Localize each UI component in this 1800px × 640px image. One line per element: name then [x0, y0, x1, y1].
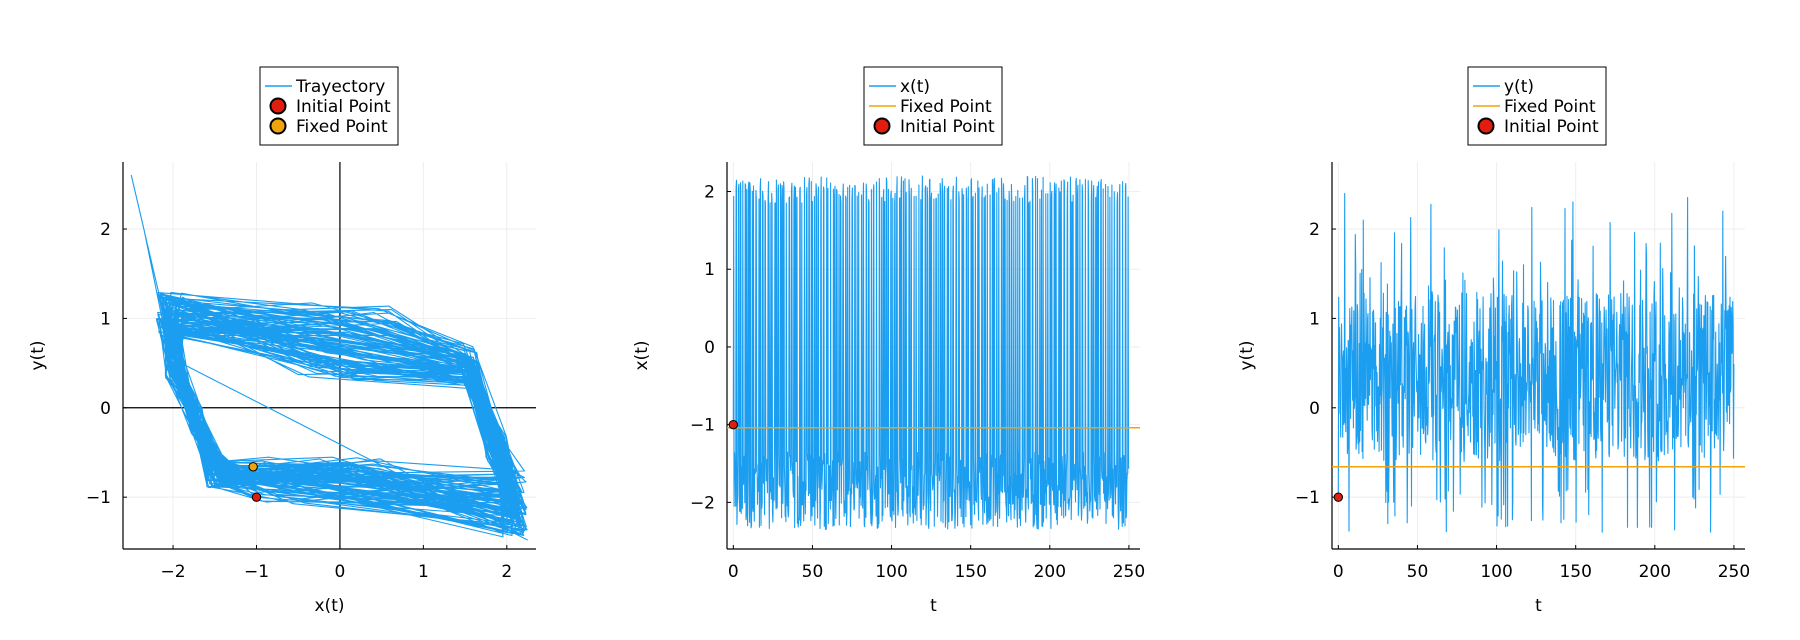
legend-marker-swatch	[269, 97, 287, 115]
y-tick-label: −1	[86, 488, 111, 508]
fixed-point-marker	[248, 462, 258, 472]
x-tick-label: 50	[802, 562, 824, 582]
x-axis-label: t	[1535, 596, 1542, 616]
x-tick-label: 200	[1034, 562, 1066, 582]
x-tick-label: 150	[954, 562, 986, 582]
x-tick-label: 0	[335, 562, 346, 582]
y-tick-label: −1	[1295, 488, 1320, 508]
x-tick-label: 2	[501, 562, 512, 582]
y-tick-label: 1	[100, 309, 111, 329]
legend-entry-label: Fixed Point	[1504, 97, 1596, 117]
initial-point-marker	[1333, 492, 1344, 502]
legend-entry-label: Fixed Point	[296, 117, 388, 137]
legend-entry-label: Initial Point	[900, 117, 995, 137]
x-tick-label: 250	[1113, 562, 1145, 582]
x-tick-label: 0	[1333, 562, 1344, 582]
x-tick-label: −1	[244, 562, 269, 582]
y-tick-label: −2	[690, 493, 715, 513]
x-tick-label: 0	[728, 562, 739, 582]
y-tick-label: 0	[100, 399, 111, 419]
y-tick-label: −1	[690, 416, 715, 436]
legend-entry-label: Initial Point	[296, 97, 391, 117]
y-tick-label: 1	[1309, 309, 1320, 329]
y-axis-label: y(t)	[1237, 341, 1257, 371]
y-tick-label: 2	[704, 183, 715, 203]
trajectory-line	[130, 174, 528, 541]
time-series-line	[1337, 192, 1735, 533]
x-tick-label: 200	[1639, 562, 1671, 582]
legend-marker-swatch	[269, 117, 287, 135]
y-axis-label: x(t)	[632, 341, 652, 371]
legend-entry-label: x(t)	[900, 77, 930, 97]
plot-area	[1332, 192, 1745, 533]
y-tick-label: 2	[1309, 220, 1320, 240]
y-tick-label: 2	[100, 220, 111, 240]
x-tick-label: 50	[1407, 562, 1429, 582]
legend-marker-swatch	[1477, 117, 1495, 135]
y-axis-label: y(t)	[28, 341, 48, 371]
legend-entry-label: Fixed Point	[900, 97, 992, 117]
x-axis-label: t	[930, 596, 937, 616]
plot-area	[727, 175, 1140, 531]
legend-entry-label: Trayectory	[295, 77, 385, 97]
y-tick-label: 0	[704, 338, 715, 358]
initial-point-marker	[728, 419, 739, 430]
x-axis-label: x(t)	[315, 596, 345, 616]
y-tick-label: 0	[1309, 399, 1320, 419]
x-tick-label: −2	[161, 562, 186, 582]
legend-marker-swatch	[873, 117, 891, 135]
legend-entry-label: y(t)	[1504, 77, 1534, 97]
initial-point-marker	[251, 492, 262, 502]
x-tick-label: 250	[1718, 562, 1750, 582]
x-tick-label: 100	[875, 562, 907, 582]
legend-entry-label: Initial Point	[1504, 117, 1599, 137]
x-tick-label: 1	[418, 562, 429, 582]
plot-area	[130, 174, 528, 541]
x-tick-label: 100	[1480, 562, 1512, 582]
time-series-line	[732, 175, 1130, 531]
y-tick-label: 1	[704, 260, 715, 280]
x-tick-label: 150	[1559, 562, 1591, 582]
